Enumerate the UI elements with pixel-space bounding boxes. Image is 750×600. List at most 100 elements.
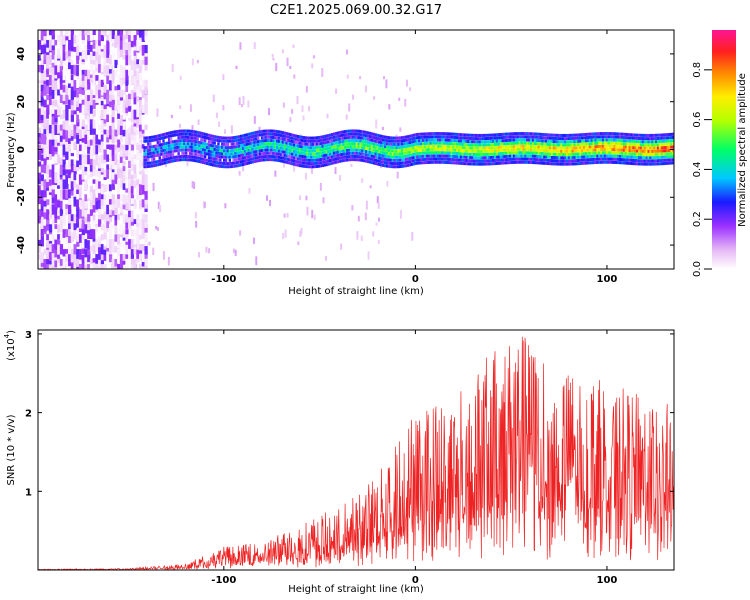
heat-cell [122,39,126,46]
heat-cell [128,204,132,211]
heat-cell [355,139,359,143]
heat-cell [57,259,61,268]
heat-cell [360,235,363,242]
heat-cell [533,132,537,136]
heat-cell [312,139,315,143]
heat-cell [656,162,660,166]
heat-cell [399,145,402,149]
heat-cell [365,140,368,144]
heat-cell [444,148,448,152]
heat-cell [59,34,64,46]
heat-cell [222,146,226,150]
heat-cell [243,137,247,141]
heat-cell [497,158,501,162]
heat-cell [429,135,432,139]
heat-cell [152,148,156,152]
heat-cell [213,160,216,164]
heat-cell [503,148,506,152]
heat-cell [600,135,603,139]
heat-cell [171,143,175,147]
heat-cell [569,146,573,150]
heat-cell [236,141,239,145]
heat-cell [605,144,609,148]
heat-cell [65,144,69,152]
heat-cell [274,129,277,133]
heat-cell [615,135,618,139]
heat-cell [503,132,506,136]
heat-cell [421,154,425,158]
heat-cell [190,152,194,156]
heat-cell [245,139,249,143]
heat-cell [416,139,419,143]
heat-cell [649,162,652,166]
heat-cell [130,114,135,123]
heat-cell [57,224,61,233]
heat-cell [473,153,476,157]
heat-cell [196,143,199,147]
heat-cell [276,130,279,134]
heat-cell [596,144,599,148]
heat-cell [136,214,140,224]
heat-cell [575,155,578,159]
heat-cell [243,143,247,147]
heat-cell [217,155,220,159]
heat-cell [524,135,527,139]
heat-cell [355,132,359,136]
heat-cell [444,160,448,164]
heat-cell [617,148,620,152]
heat-cell [425,154,429,158]
heat-cell [260,145,264,149]
heat-cell [611,132,614,136]
heat-cell [111,224,115,230]
heat-cell [54,259,58,268]
heat-cell [594,148,597,152]
heat-cell [425,148,429,152]
heat-cell [374,142,377,146]
heat-cell [81,224,85,236]
heat-cell [119,174,124,184]
heat-cell [144,164,148,173]
heat-cell [169,143,173,147]
heat-cell [272,158,275,162]
heat-cell [249,154,252,158]
heat-cell [283,147,286,151]
heat-cell [539,151,542,155]
heat-cell [662,136,666,140]
heat-cell [51,59,55,68]
heat-cell [213,147,216,151]
heat-cell [73,204,77,211]
heat-cell [404,157,408,161]
heat-cell [662,149,666,153]
heat-cell [59,129,64,136]
heat-cell [143,139,146,143]
heat-cell [313,165,317,169]
heat-cell [382,147,385,151]
heat-cell [157,201,160,209]
heat-cell [493,149,497,153]
heat-cell [592,145,595,149]
heat-cell [437,147,440,151]
heat-cell [658,146,662,150]
heat-cell [554,146,558,150]
heat-cell [368,131,372,135]
colorbar-label: Normalized spectral amplitude [737,73,748,227]
heat-cell [632,143,635,147]
heat-cell [450,138,453,142]
heat-cell [401,155,404,159]
heat-cell [520,135,523,139]
heat-cell [452,161,455,165]
heat-cell [224,162,228,166]
heat-cell [412,156,415,160]
heat-cell [78,199,83,208]
heat-cell [622,135,626,139]
heat-cell [204,132,207,136]
heat-cell [579,133,582,137]
heat-cell [62,94,66,102]
heat-cell [590,158,594,162]
heat-cell [277,159,281,163]
heat-cell [281,153,285,157]
heat-cell [54,229,58,240]
heat-cell [323,157,326,161]
heat-cell [465,143,468,147]
heat-cell [95,64,99,72]
